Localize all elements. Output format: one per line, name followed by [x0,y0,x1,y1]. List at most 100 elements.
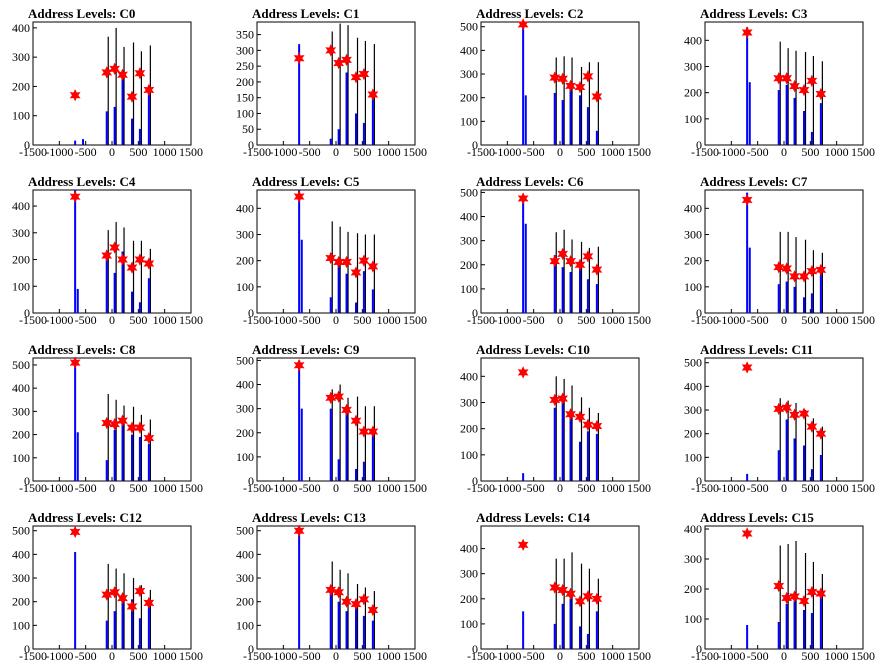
chart-title: Address Levels: C9 [252,342,360,357]
peak-marker [341,595,352,608]
plot-frame [704,21,864,146]
peak-marker [358,425,370,438]
peak-marker [815,587,827,600]
x-tick-label: 500 [801,145,819,159]
plot-frame [704,189,864,314]
x-tick-label: -1000 [717,313,745,327]
y-tick-label: 100 [684,280,702,294]
x-tick-label: -1500 [243,481,271,495]
x-tick-label: 1500 [403,145,427,159]
y-tick-label: 100 [684,450,702,464]
x-tick-label: -1500 [243,145,271,159]
x-tick-label: 0 [109,481,115,495]
peak-marker [143,83,155,97]
x-tick-label: -1000 [269,649,297,663]
y-tick-label: 500 [684,356,702,370]
y-tick-label: 0 [472,306,478,320]
y-tick-label: 300 [460,67,478,81]
x-tick-label: 0 [781,313,787,327]
x-tick-label: 1500 [179,481,203,495]
y-tick-label: 200 [684,427,702,441]
peak-marker [333,390,345,403]
x-tick-label: -500 [299,313,321,327]
chart-panel: Address Levels: C3 0 100 200 300 400 -1500 -100… [672,0,896,168]
peak-marker [773,579,785,593]
y-tick-label: 400 [12,21,30,35]
chart-title: Address Levels: C7 [700,174,808,189]
x-tick-label: 0 [333,649,339,663]
x-tick-label: 500 [353,649,371,663]
peak-marker [557,72,569,85]
peak-marker [69,525,81,539]
y-tick-label: 100 [12,618,30,632]
peak-marker [582,70,594,83]
y-tick-label: 300 [460,234,478,248]
peak-marker [574,410,586,424]
x-tick-label: 0 [781,481,787,495]
x-tick-label: -1500 [691,313,719,327]
peak-marker [815,427,827,440]
y-tick-label: 400 [460,369,478,383]
x-tick-label: 500 [129,481,147,495]
x-tick-label: 0 [333,145,339,159]
x-tick-label: 1000 [377,649,401,663]
chart-panel: Address Levels: C0 0 100 200 300 400 -1500 -100… [0,0,224,168]
peak-marker [350,266,362,279]
chart-title: Address Levels: C0 [28,6,136,21]
y-tick-label: 0 [696,474,702,488]
y-tick-label: 400 [460,210,478,224]
peak-marker [549,581,561,594]
chart-panel: Address Levels: C1 0 50 100 150 200 250 300 350-… [224,0,448,168]
x-tick-label: -1000 [717,481,745,495]
x-tick-label: -1500 [691,145,719,159]
x-tick-label: -1500 [467,145,495,159]
chart-panel: Address Levels: C13 0 100 200 300 400 500 -1500… [224,504,448,672]
x-tick-label: 1500 [851,481,875,495]
peak-marker [789,270,800,283]
x-tick-label: -1500 [19,481,47,495]
peak-marker [126,90,138,103]
y-tick-label: 300 [460,395,478,409]
y-tick-label: 500 [236,524,254,538]
x-tick-label: -1000 [493,313,521,327]
peak-marker [109,62,121,76]
y-tick-label: 200 [12,428,30,442]
y-tick-label: 200 [684,254,702,268]
y-tick-label: 300 [684,59,702,73]
x-tick-label: 1000 [377,145,401,159]
y-tick-label: 400 [684,201,702,215]
y-tick-label: 100 [684,112,702,126]
peak-marker [333,586,345,599]
peak-marker [325,44,337,57]
y-tick-label: 400 [684,522,702,536]
y-tick-label: 300 [12,404,30,418]
y-tick-label: 0 [472,474,478,488]
plot-frame [256,189,416,314]
y-tick-label: 300 [12,50,30,64]
y-tick-label: 300 [460,567,478,581]
peak-marker [781,72,793,85]
peak-marker [134,253,146,266]
peak-marker [517,366,529,379]
x-tick-label: -500 [299,649,321,663]
peak-marker [517,18,529,31]
x-tick-label: 1500 [627,649,651,663]
peak-marker [333,255,345,269]
x-tick-label: 500 [353,145,371,159]
chart-title: Address Levels: C5 [252,174,360,189]
chart-title: Address Levels: C14 [476,510,590,525]
chart-svg: 0 100 200 300 400 500 -1500-1000 -500 0 500 1000 15… [460,18,651,159]
x-tick-label: 1500 [403,313,427,327]
y-tick-label: 200 [460,422,478,436]
y-tick-label: 0 [24,306,30,320]
peak-marker [549,254,561,268]
y-tick-label: 0 [248,642,254,656]
peak-marker [741,527,753,540]
x-tick-label: -500 [299,145,321,159]
x-tick-label: -500 [75,145,97,159]
y-tick-label: 0 [248,306,254,320]
x-tick-label: 1500 [179,313,203,327]
plot-frame [480,357,640,482]
peak-marker [574,258,586,271]
x-tick-label: 0 [109,145,115,159]
